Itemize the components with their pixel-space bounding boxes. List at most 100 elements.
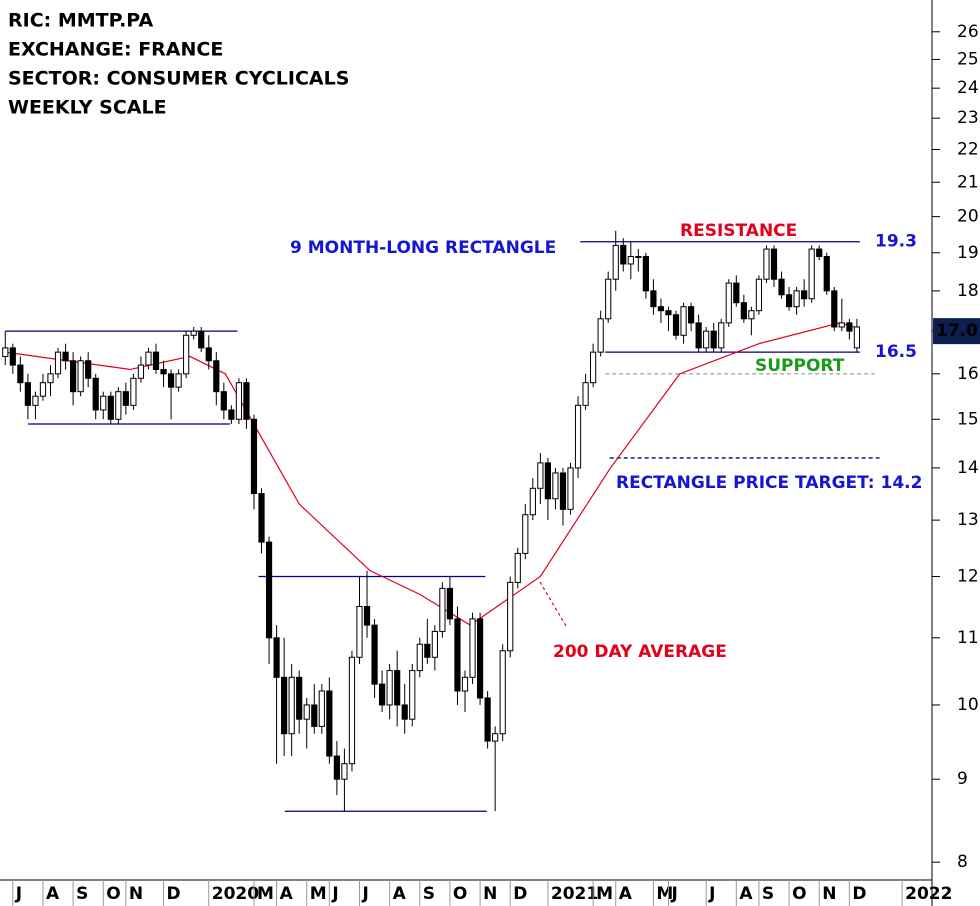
candle-body xyxy=(378,683,386,706)
candle-body xyxy=(265,541,273,639)
candle-body xyxy=(39,382,47,397)
candle-body xyxy=(394,670,401,706)
candle-body xyxy=(401,704,408,720)
candle-body xyxy=(2,347,9,357)
candle-body xyxy=(243,382,250,420)
y-tick-label: 21 xyxy=(957,172,979,192)
candle-body xyxy=(303,704,310,720)
candle-body xyxy=(838,322,845,328)
x-tick-label: J xyxy=(15,884,22,904)
candle-body xyxy=(461,676,469,692)
y-tick-label: 8 xyxy=(957,852,968,872)
candle-body xyxy=(348,656,356,765)
annotation: 200 DAY AVERAGE xyxy=(553,642,727,662)
x-tick-label: 2021 xyxy=(551,884,598,904)
candle-body xyxy=(710,330,717,349)
candle-body xyxy=(763,248,770,280)
candle-body xyxy=(823,255,830,292)
candle-body xyxy=(816,248,823,257)
candle-body xyxy=(687,306,695,324)
candle-body xyxy=(281,676,288,735)
candle-body xyxy=(672,314,680,336)
candle-body xyxy=(54,351,62,375)
candle-body xyxy=(492,733,499,742)
candle-body xyxy=(363,605,371,626)
candle-body xyxy=(620,244,627,265)
x-tick-label: O xyxy=(792,884,806,904)
candle-body xyxy=(333,755,340,780)
header-line: WEEKLY SCALE xyxy=(8,97,167,119)
candle-body xyxy=(612,244,619,280)
candle-body xyxy=(100,395,107,411)
candle-body xyxy=(160,368,167,375)
header-line: EXCHANGE: FRANCE xyxy=(8,39,223,61)
candle-body xyxy=(386,670,393,706)
last-price-label: 17.0 xyxy=(936,321,978,341)
candle-body xyxy=(846,322,853,332)
x-tick-label: N xyxy=(483,884,497,904)
y-tick-label: 18 xyxy=(957,281,979,301)
candle-body xyxy=(130,377,137,406)
candle-body xyxy=(167,373,175,388)
candle-body xyxy=(32,395,39,406)
candle-body xyxy=(718,322,725,349)
candle-body xyxy=(507,581,514,652)
candle-body xyxy=(137,364,145,379)
x-tick-label: J xyxy=(331,884,338,904)
x-tick-label: M xyxy=(656,884,673,904)
candle-body xyxy=(115,391,122,420)
candle-body xyxy=(235,382,243,420)
candle-body xyxy=(597,318,604,353)
candle-body xyxy=(77,360,84,393)
candle-body xyxy=(650,290,657,308)
header-line: SECTOR: CONSUMER CYCLICALS xyxy=(8,68,349,90)
x-tick-label: M xyxy=(596,884,613,904)
x-tick-label: A xyxy=(619,884,633,904)
candle-body xyxy=(122,391,129,406)
x-tick-label: A xyxy=(739,884,753,904)
candle-body xyxy=(92,377,99,411)
candle-body xyxy=(183,334,190,375)
candle-body xyxy=(801,290,808,300)
candle-body xyxy=(258,493,265,543)
candle-body xyxy=(341,763,348,780)
candle-body xyxy=(476,618,484,699)
candle-body xyxy=(740,302,747,320)
candle-body xyxy=(522,514,529,554)
candle-body xyxy=(605,278,612,320)
x-tick-label: S xyxy=(423,884,435,904)
y-tick-label: 22 xyxy=(957,139,979,159)
y-tick-label: 15 xyxy=(957,409,979,429)
candle-body xyxy=(770,248,778,280)
x-tick-label: J xyxy=(670,884,677,904)
candle-body xyxy=(574,404,582,469)
candle-body xyxy=(514,552,521,583)
candle-body xyxy=(190,330,197,336)
candle-body xyxy=(590,351,597,384)
candle-body xyxy=(454,618,461,692)
candle-body xyxy=(213,360,220,393)
candle-body xyxy=(62,351,69,362)
candle-body xyxy=(431,630,438,658)
candle-body xyxy=(205,347,212,362)
x-tick-label: D xyxy=(852,884,866,904)
candle-body xyxy=(537,462,544,489)
candle-body xyxy=(853,326,860,349)
candle-body xyxy=(733,282,740,304)
x-tick-label: J xyxy=(708,884,715,904)
y-tick-label: 9 xyxy=(957,769,968,789)
y-tick-label: 20 xyxy=(957,207,979,227)
candle-body xyxy=(484,697,491,742)
candle-body xyxy=(748,310,755,320)
candle-body xyxy=(499,650,506,735)
annotation: SUPPORT xyxy=(755,356,845,376)
y-tick-label: 11 xyxy=(957,628,979,648)
candle-body xyxy=(47,373,54,384)
level-label: 19.3 xyxy=(875,232,917,252)
candle-body xyxy=(657,306,665,312)
candle-body xyxy=(228,409,235,420)
candle-body xyxy=(70,360,77,393)
candle-body xyxy=(439,587,446,632)
x-tick-label: J xyxy=(361,884,368,904)
x-tick-label: 2022 xyxy=(905,884,952,904)
